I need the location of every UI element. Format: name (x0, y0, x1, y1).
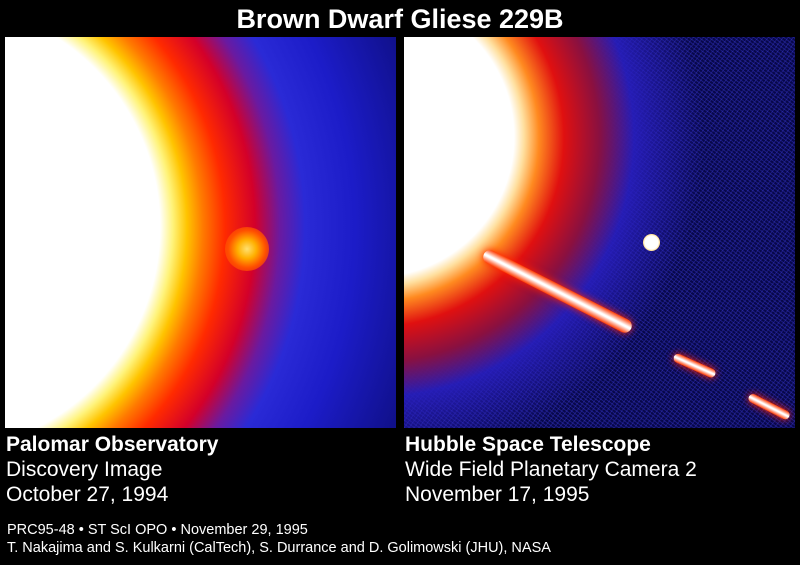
right-caption-heading: Hubble Space Telescope (405, 433, 651, 456)
star-glare (5, 37, 396, 428)
hubble-image (404, 37, 795, 428)
right-caption-line1: Wide Field Planetary Camera 2 (405, 458, 697, 481)
credit-line2: T. Nakajima and S. Kulkarni (CalTech), S… (7, 540, 551, 556)
brown-dwarf-dot (643, 234, 660, 251)
left-caption-line2: October 27, 1994 (6, 483, 169, 506)
page-title: Brown Dwarf Gliese 229B (236, 4, 564, 34)
brown-dwarf-blob (225, 227, 269, 271)
palomar-image (5, 37, 396, 428)
left-caption-line1: Discovery Image (6, 458, 163, 481)
left-caption-heading: Palomar Observatory (6, 433, 219, 456)
credit-line1: PRC95-48 • ST ScI OPO • November 29, 199… (7, 522, 308, 538)
left-caption: Palomar Observatory Discovery Image Octo… (6, 432, 218, 507)
right-caption: Hubble Space Telescope Wide Field Planet… (405, 432, 697, 507)
right-caption-line2: November 17, 1995 (405, 483, 590, 506)
star-glare (404, 37, 795, 428)
credits: PRC95-48 • ST ScI OPO • November 29, 199… (7, 521, 551, 557)
